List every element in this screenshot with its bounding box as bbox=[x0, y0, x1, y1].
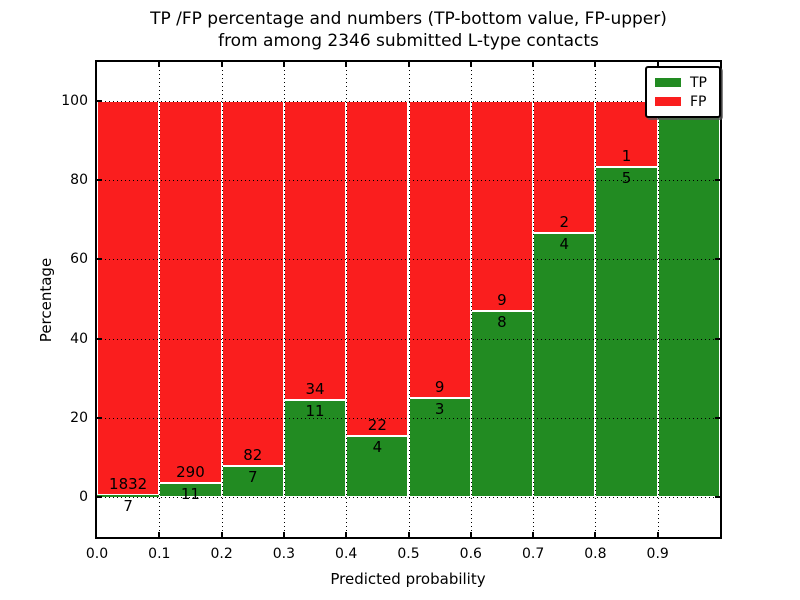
y-axis-label: Percentage bbox=[37, 257, 55, 343]
gridline-v-0.4 bbox=[346, 62, 348, 537]
chart-title-line1: TP /FP percentage and numbers (TP-bottom… bbox=[150, 9, 667, 29]
bar-label-tp-0.4-0.5: 4 bbox=[372, 438, 383, 457]
gridline-v-0.5 bbox=[408, 62, 410, 537]
bar-segment-fp-0.7-0.8 bbox=[533, 101, 596, 233]
red-rect-icon bbox=[655, 97, 681, 106]
bar-label-tp-0.6-0.7: 8 bbox=[497, 312, 507, 331]
legend-entry-tp: TP bbox=[655, 73, 707, 92]
x-tick-label-0.4: 0.4 bbox=[335, 546, 358, 562]
gridline-v-0.9 bbox=[657, 62, 659, 537]
x-tick-label-0.3: 0.3 bbox=[272, 546, 296, 562]
bar-label-tp-0.2-0.3: 7 bbox=[247, 467, 258, 486]
y-tick-label-40: 40 bbox=[70, 330, 88, 347]
bar-segment-fp-0.5-0.6 bbox=[408, 101, 471, 398]
bar-label-fp-0.0-0.1: 1832 bbox=[109, 475, 148, 494]
legend-label-tp: TP bbox=[690, 74, 707, 91]
legend-entry-fp: FP bbox=[655, 92, 707, 111]
legend: TP FP bbox=[645, 66, 721, 118]
x-tick-label-0.5: 0.5 bbox=[397, 546, 420, 562]
legend-label-fp: FP bbox=[690, 93, 707, 110]
bar-label-fp-0.2-0.3: 82 bbox=[243, 445, 263, 464]
bar-label-tp-0.5-0.6: 3 bbox=[434, 400, 445, 418]
plot-area: 18327290118273411224939824155 bbox=[95, 60, 722, 539]
bar-segment-tp-0.7-0.8 bbox=[533, 233, 596, 497]
gridline-v-0.3 bbox=[283, 62, 285, 537]
chart-title: TP /FP percentage and numbers (TP-bottom… bbox=[96, 8, 721, 52]
y-tick-label-20: 20 bbox=[70, 409, 88, 426]
gridline-v-0.7 bbox=[533, 62, 535, 537]
bar-label-tp-0.8-0.9: 5 bbox=[621, 169, 632, 187]
green-rect-icon bbox=[655, 78, 681, 87]
bar-label-tp-0.7-0.8: 4 bbox=[559, 235, 570, 253]
bar-segment-tp-0.5-0.6 bbox=[408, 398, 471, 497]
bar-segment-tp-0.8-0.9 bbox=[595, 167, 658, 497]
y-tick-label-100: 100 bbox=[61, 93, 88, 109]
bar-segment-tp-0.9-1.0 bbox=[657, 101, 720, 497]
bar-segment-fp-0.4-0.5 bbox=[346, 101, 409, 437]
gridline-v-0.6 bbox=[470, 62, 472, 537]
bar-segment-tp-0.2-0.3 bbox=[221, 465, 284, 497]
x-tick-label-0.6: 0.6 bbox=[459, 546, 482, 562]
chart-title-line2: from among 2346 submitted L-type contact… bbox=[218, 31, 599, 51]
bar-segment-fp-0.6-0.7 bbox=[470, 101, 534, 311]
gridline-v-0.8 bbox=[595, 62, 597, 537]
bar-label-fp-0.8-0.9: 1 bbox=[621, 147, 632, 165]
bar-segment-fp-0.1-0.2 bbox=[159, 101, 222, 483]
x-tick-label-0.9: 0.9 bbox=[646, 546, 669, 562]
bar-label-tp-0.1-0.2: 11 bbox=[180, 484, 200, 503]
bar-segment-tp-0.3-0.4 bbox=[283, 400, 347, 497]
bar-label-fp-0.3-0.4: 34 bbox=[305, 380, 325, 399]
x-tick-label-0.8: 0.8 bbox=[584, 546, 607, 562]
bar-label-fp-0.5-0.6: 9 bbox=[434, 378, 445, 396]
bar-segment-fp-0.2-0.3 bbox=[221, 101, 284, 466]
y-tick-label-60: 60 bbox=[70, 251, 88, 268]
bar-segment-fp-0.3-0.4 bbox=[283, 101, 347, 401]
bar-label-tp-0.0-0.1: 7 bbox=[123, 497, 133, 516]
x-tick-label-0.1: 0.1 bbox=[148, 546, 171, 562]
x-axis-label: Predicted probability bbox=[330, 570, 486, 588]
bar-label-fp-0.7-0.8: 2 bbox=[559, 213, 570, 231]
bar-label-fp-0.6-0.7: 9 bbox=[497, 290, 507, 309]
bar-label-fp-0.4-0.5: 22 bbox=[367, 416, 387, 435]
y-tick-label-0: 0 bbox=[79, 489, 88, 505]
bar-segment-tp-0.4-0.5 bbox=[346, 436, 409, 497]
y-tick-label-80: 80 bbox=[70, 172, 88, 189]
gridline-v-0.1 bbox=[159, 62, 161, 537]
x-tick-label-0.7: 0.7 bbox=[521, 546, 545, 562]
x-tick-label-0.0: 0.0 bbox=[85, 546, 109, 562]
bar-label-fp-0.1-0.2: 290 bbox=[176, 462, 205, 481]
bar-label-tp-0.3-0.4: 11 bbox=[305, 402, 325, 421]
bar-segment-tp-0.0-0.1 bbox=[97, 495, 160, 497]
bar-segment-fp-0.0-0.1 bbox=[97, 101, 160, 496]
x-tick-label-0.2: 0.2 bbox=[210, 546, 233, 562]
gridline-v-0.2 bbox=[221, 62, 223, 537]
